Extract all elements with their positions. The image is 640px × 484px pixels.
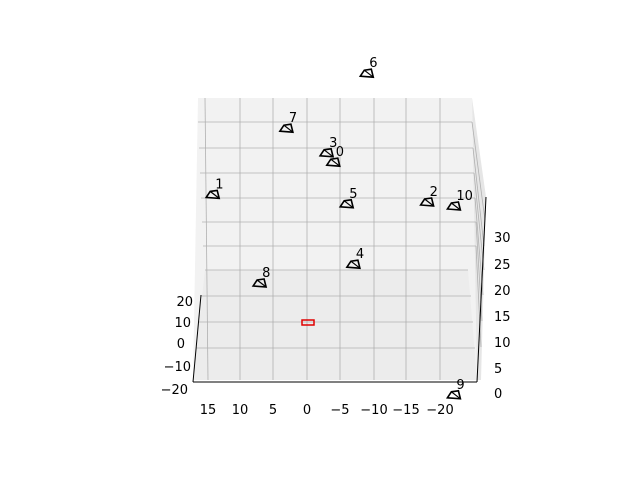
camera-marker-4: 4	[345, 247, 364, 270]
camera-frustum	[419, 197, 435, 207]
camera-frustum-edge	[323, 149, 334, 158]
camera-label: 3	[329, 136, 337, 151]
camera-frustum	[251, 278, 268, 288]
camera-marker-6: 6	[358, 56, 378, 79]
x-tick-label: 10	[232, 403, 249, 418]
camera-marker-10: 10	[445, 189, 473, 211]
camera-marker-9: 9	[445, 378, 465, 400]
camera-frustum	[358, 68, 375, 79]
floor-pane	[193, 270, 477, 380]
z-tick-label: 15	[494, 310, 511, 325]
x-tick-label: −10	[360, 403, 387, 418]
camera-frustum	[204, 189, 221, 200]
camera-frustum-edge	[350, 260, 361, 269]
camera-label: 9	[456, 378, 464, 393]
y-axis-line	[192, 294, 202, 383]
camera-frustum-edge	[424, 198, 434, 207]
grid-line	[472, 147, 485, 247]
camera-frustum-edge	[451, 202, 461, 211]
camera-marker-0: 0	[325, 145, 344, 168]
x-tick-label: −5	[330, 403, 349, 418]
camera-frustum	[345, 259, 361, 270]
y-tick-label: 20	[176, 295, 193, 310]
origin-marker	[301, 319, 315, 326]
camera-frustum	[445, 389, 462, 400]
x-tick-label: 5	[269, 403, 277, 418]
camera-frustum	[325, 157, 341, 168]
y-tick-label: −20	[161, 383, 188, 398]
camera-frustum	[278, 123, 294, 134]
camera-marker-7: 7	[278, 111, 297, 134]
camera-frustum-edge	[283, 124, 294, 133]
camera-frustum-edge	[363, 69, 374, 78]
camera-label: 10	[456, 189, 473, 204]
grid-line	[473, 172, 485, 271]
camera-frustum-edge	[330, 158, 341, 167]
camera-marker-5: 5	[338, 187, 357, 209]
grid-line	[475, 245, 482, 348]
z-tick-label: 30	[494, 231, 511, 246]
camera-label: 1	[215, 177, 223, 192]
camera-frustum-edge	[256, 279, 267, 288]
camera-label: 6	[369, 56, 377, 71]
z-tick-label: 10	[494, 336, 511, 351]
camera-label: 4	[356, 247, 364, 262]
camera-label: 0	[336, 145, 344, 160]
y-tick-label: 10	[174, 316, 191, 331]
y-tick-label: 0	[177, 337, 185, 352]
y-tick-label: −10	[164, 360, 191, 375]
camera-frustum	[318, 147, 335, 158]
camera-marker-2: 2	[419, 185, 438, 207]
x-tick-label: 15	[200, 403, 217, 418]
grid-line	[471, 121, 486, 221]
camera-frustum-edge	[451, 391, 461, 400]
camera-marker-1: 1	[204, 177, 223, 200]
camera-label: 2	[430, 185, 438, 200]
z-tick-label: 25	[494, 258, 511, 273]
camera-frustum	[445, 201, 462, 211]
x-tick-label: 0	[303, 403, 311, 418]
camera-frustum-edge	[343, 200, 354, 209]
x-tick-label: −20	[426, 403, 453, 418]
z-axis-line	[476, 196, 487, 383]
camera-frustum-edge	[209, 190, 220, 199]
z-tick-label: 20	[494, 284, 511, 299]
camera-label: 5	[349, 187, 357, 202]
camera-marker-3: 3	[318, 136, 337, 158]
camera-marker-8: 8	[251, 266, 270, 288]
camera-markers: 0 1 2 3 4 5 6 7 8 9 10	[204, 56, 473, 400]
z-tick-label: 0	[494, 387, 502, 402]
grid-line	[204, 97, 209, 381]
camera-label: 8	[262, 266, 270, 281]
camera-label: 7	[289, 111, 297, 126]
camera-frustum	[338, 198, 355, 209]
x-tick-label: −15	[392, 403, 419, 418]
z-tick-label: 5	[494, 362, 502, 377]
